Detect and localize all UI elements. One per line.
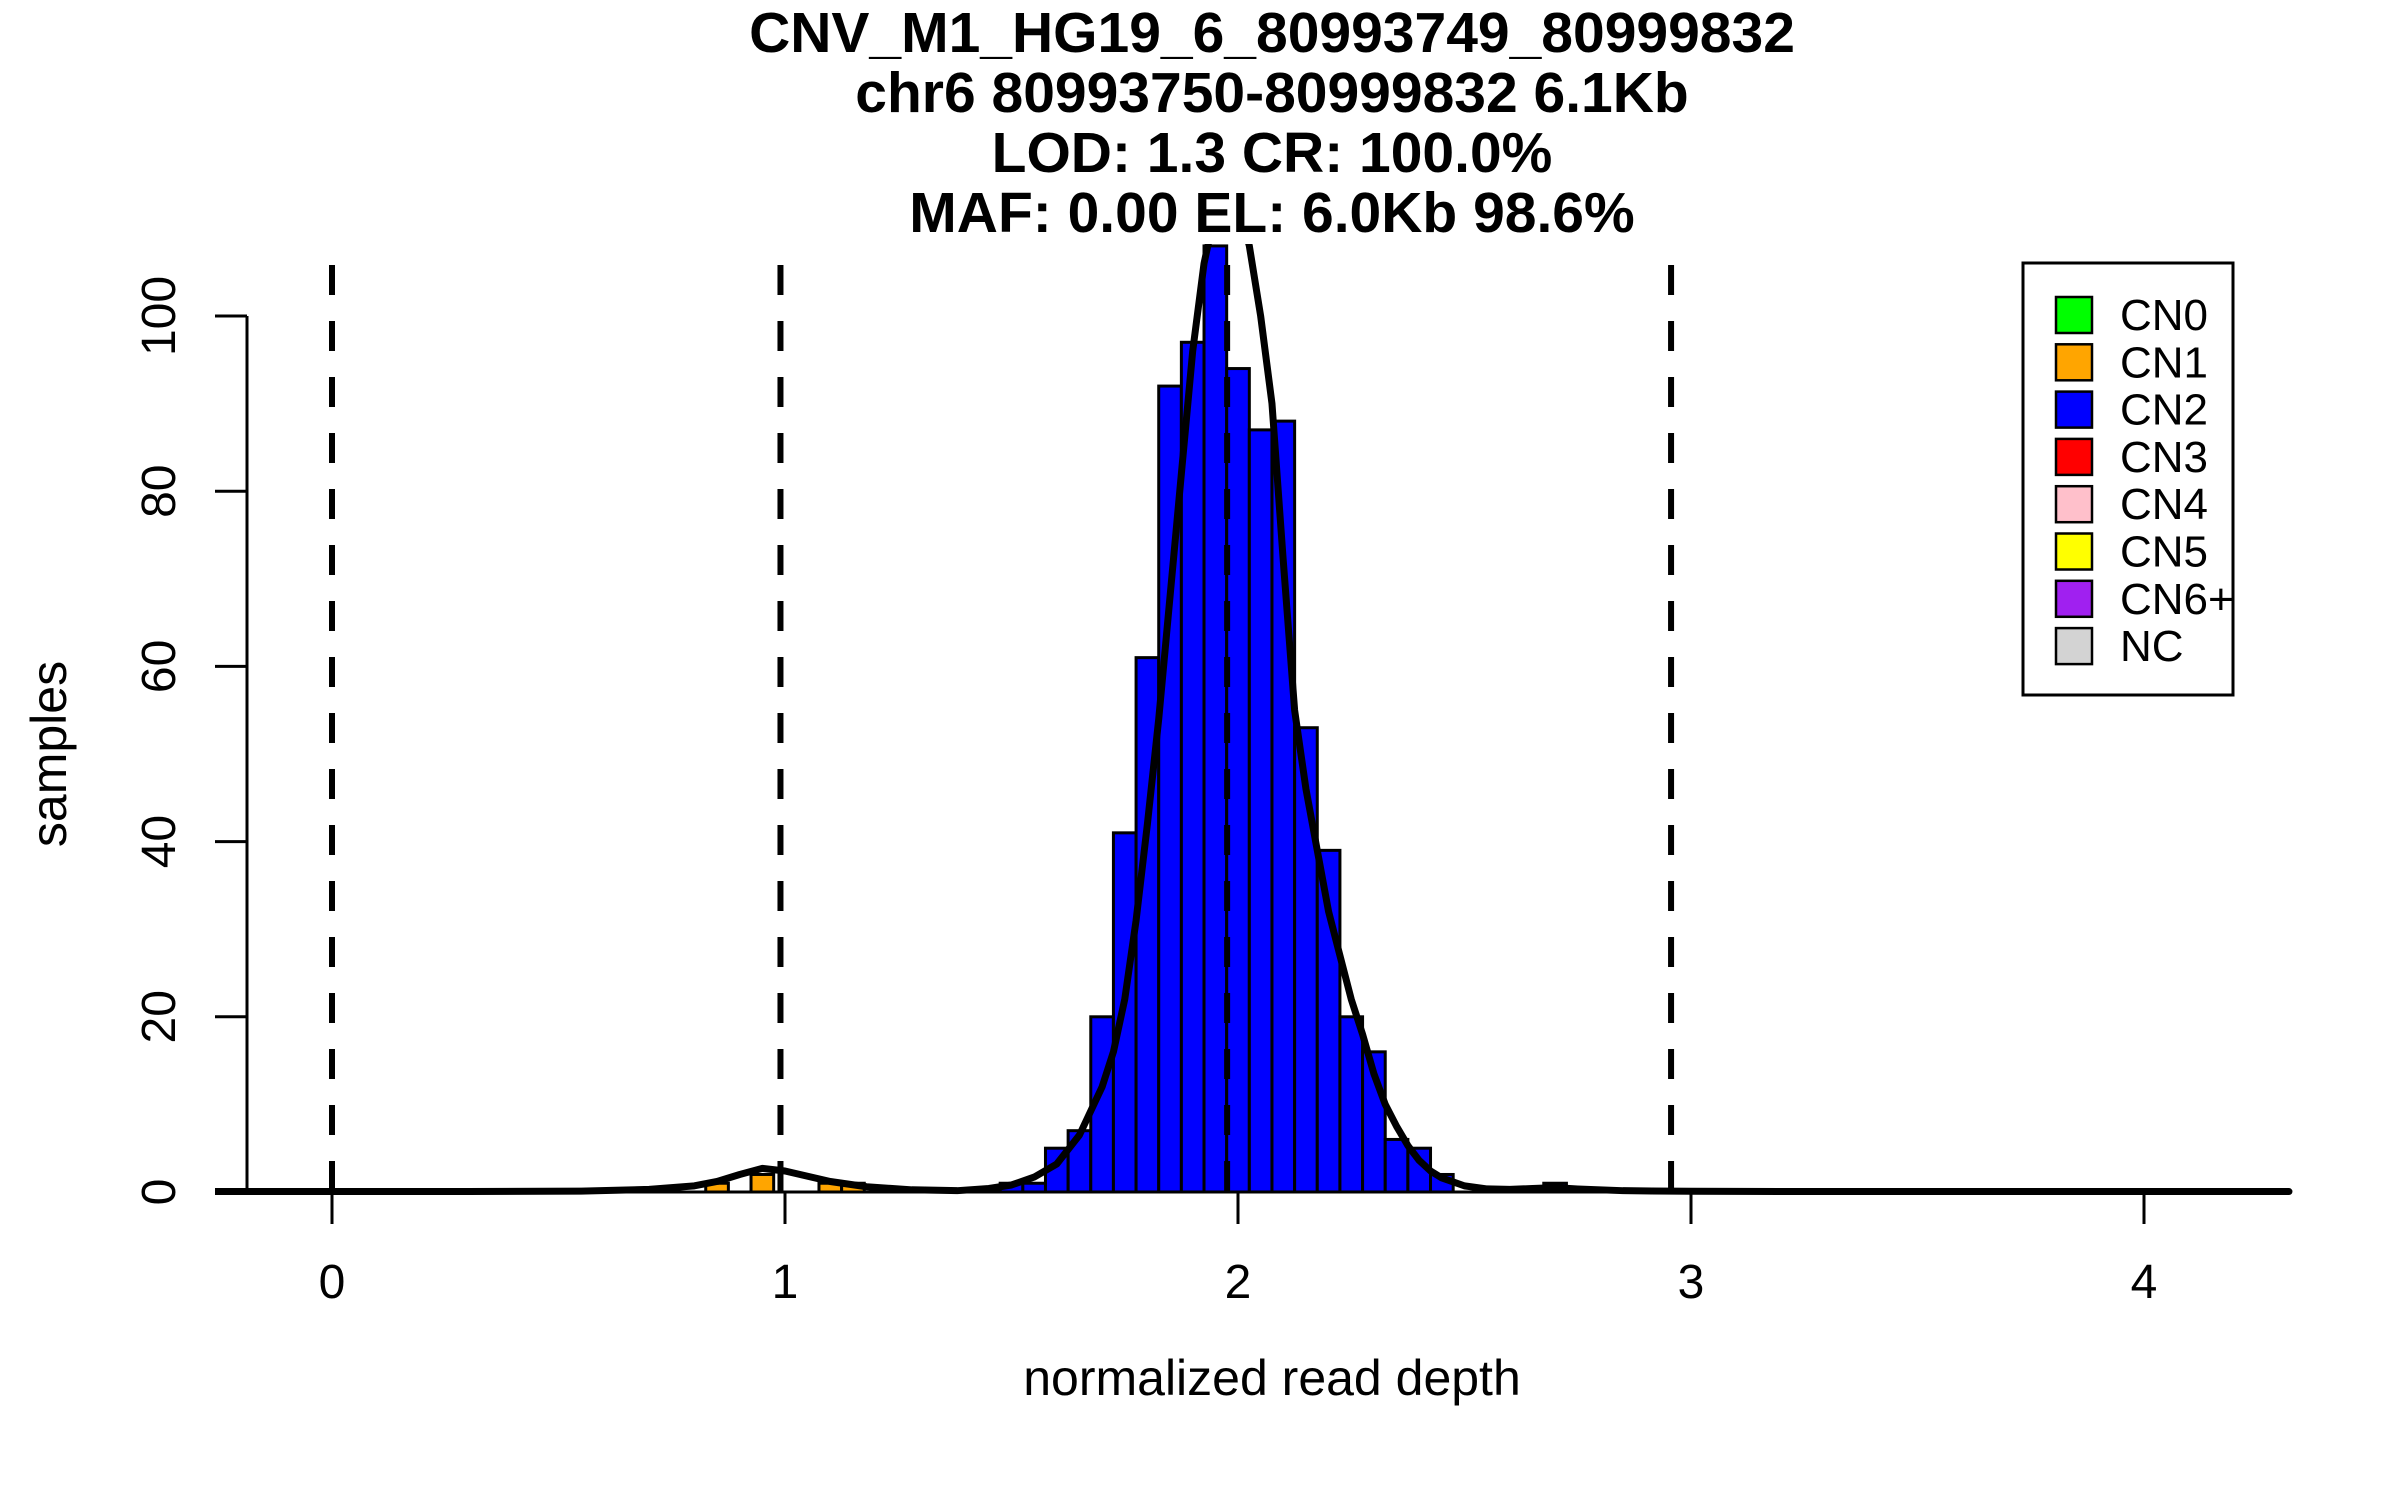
legend-label-nc: NC [2120, 622, 2184, 671]
legend-swatch-cn3 [2054, 437, 2094, 477]
y-tick-label: 40 [133, 815, 186, 868]
x-tick-label: 3 [1678, 1256, 1705, 1309]
histogram-bar [1202, 244, 1229, 1194]
x-tick-label: 4 [2131, 1256, 2158, 1309]
axes: 0 1 2 3 4 0 20 40 60 80 100 [133, 276, 2292, 1309]
x-tick-label: 1 [772, 1256, 799, 1309]
legend-swatch-cn0 [2054, 295, 2094, 335]
x-tick-label: 0 [319, 1256, 346, 1309]
x-axis-label: normalized read depth [1023, 1350, 1521, 1406]
legend-label-cn5: CN5 [2120, 528, 2208, 577]
y-tick-label: 20 [133, 990, 186, 1043]
histogram-bars [704, 244, 1568, 1194]
legend-label-cn6plus: CN6+ [2120, 575, 2234, 624]
title-line-4: MAF: 0.00 EL: 6.0Kb 98.6% [909, 181, 1634, 245]
y-tick-label: 60 [133, 640, 186, 693]
legend-swatch-cn6plus [2054, 579, 2094, 619]
legend-swatch-cn1 [2054, 343, 2094, 382]
legend-label-cn2: CN2 [2120, 386, 2208, 435]
legend-label-cn0: CN0 [2120, 291, 2208, 340]
y-tick-label: 0 [133, 1179, 186, 1206]
histogram-bar [1383, 1137, 1410, 1194]
title-line-2: chr6 80993750-80999832 6.1Kb [855, 61, 1689, 125]
y-axis-ticks: 0 20 40 60 80 100 [133, 276, 247, 1205]
density-curve-path [215, 244, 2293, 1196]
legend-swatch-cn4 [2054, 484, 2094, 524]
histogram-bar [1338, 1015, 1365, 1194]
legend-label-cn1: CN1 [2120, 338, 2208, 387]
density-curve [215, 244, 2293, 1196]
title-line-3: LOD: 1.3 CR: 100.0% [992, 121, 1553, 185]
histogram-bar [1247, 428, 1274, 1194]
legend-label-cn3: CN3 [2120, 433, 2208, 482]
chart-title: CNV_M1_HG19_6_80993749_80999832 chr6 809… [749, 1, 1795, 245]
legend-box [2021, 261, 2235, 697]
legend-swatch-cn2 [2054, 390, 2094, 429]
legend-swatch-nc [2054, 626, 2094, 666]
cluster-mean-guides [329, 265, 1675, 1192]
legend-label-cn4: CN4 [2120, 480, 2208, 529]
histogram-bar [749, 1172, 776, 1194]
title-line-1: CNV_M1_HG19_6_80993749_80999832 [749, 1, 1795, 65]
x-tick-label: 2 [1225, 1256, 1252, 1309]
y-axis-label: samples [21, 661, 77, 847]
y-tick-label: 100 [133, 276, 186, 356]
legend-swatch-cn5 [2054, 532, 2094, 571]
y-tick-label: 80 [133, 465, 186, 518]
x-axis-ticks: 0 1 2 3 4 [319, 1192, 2158, 1309]
